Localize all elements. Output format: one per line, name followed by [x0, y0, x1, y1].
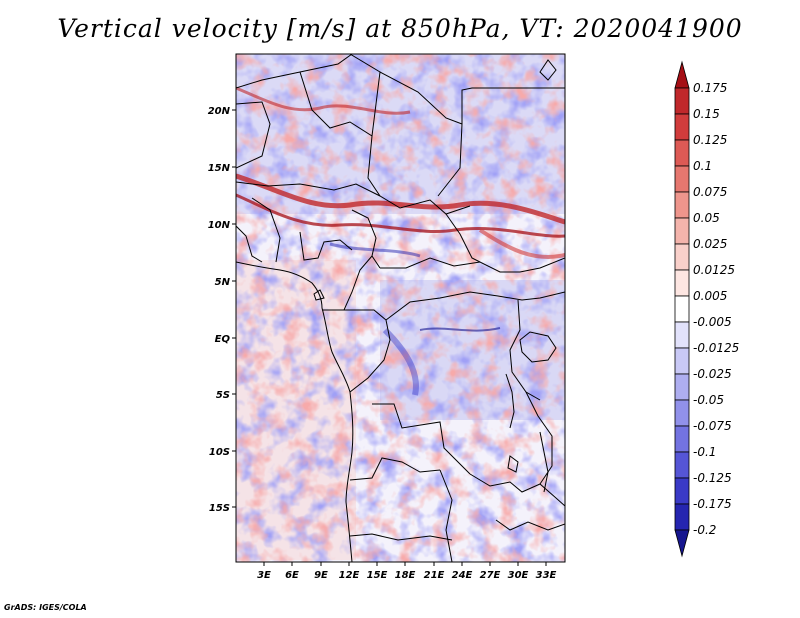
colorbar-swatch: [674, 347, 690, 375]
lat-label-10s: 10S: [209, 447, 230, 458]
colorbar-label: -0.1: [693, 445, 716, 459]
map-title: Vertical velocity [m/s] at 850hPa, VT: 2…: [57, 14, 743, 43]
colorbar-swatch: [674, 399, 690, 427]
colorbar-swatch: [674, 191, 690, 219]
colorbar-label: -0.175: [693, 497, 732, 511]
colorbar-label: 0.025: [693, 237, 727, 251]
lon-label-30e: 30E: [508, 570, 529, 581]
lon-label-24e: 24E: [452, 570, 473, 581]
colorbar: 0.175 0.15 0.125 0.1 0.075 0.05 0.025 0.0125 0.0…: [674, 60, 739, 558]
colorbar-swatch: [674, 477, 690, 505]
lon-label-21e: 21E: [424, 570, 445, 581]
lon-label-3e: 3E: [257, 570, 271, 581]
colorbar-label: -0.025: [693, 367, 732, 381]
colorbar-arrow-top: [674, 60, 690, 89]
colorbar-swatch: [674, 165, 690, 193]
lat-label-20n: 20N: [208, 106, 231, 117]
lat-label-eq: EQ: [215, 334, 231, 345]
colorbar-swatch: [674, 321, 690, 349]
colorbar-swatch: [674, 243, 690, 271]
grads-credit: GrADS: IGES/COLA: [4, 603, 87, 612]
colorbar-label: -0.075: [693, 419, 732, 433]
longitude-axis: 3E 6E 9E 12E 15E 18E 21E 24E 27E 30E 33E: [257, 562, 557, 581]
map-plot-area: [236, 54, 565, 562]
colorbar-label: 0.0125: [693, 263, 735, 277]
colorbar-label: 0.125: [693, 133, 727, 147]
lon-label-15e: 15E: [367, 570, 388, 581]
colorbar-swatch: [674, 139, 690, 167]
lat-label-5n: 5N: [215, 277, 231, 288]
colorbar-swatch: [674, 451, 690, 479]
lat-label-5s: 5S: [216, 390, 230, 401]
colorbar-label: 0.05: [693, 211, 720, 225]
latitude-axis: 20N 15N 10N 5N EQ 5S 10S 15S: [208, 106, 236, 514]
lat-label-15n: 15N: [208, 163, 231, 174]
colorbar-arrow-bottom: [674, 529, 690, 558]
colorbar-swatch: [674, 373, 690, 401]
lon-label-9e: 9E: [314, 570, 328, 581]
colorbar-swatch: [674, 295, 690, 323]
colorbar-label: 0.15: [693, 107, 720, 121]
colorbar-swatch: [674, 425, 690, 453]
lon-label-33e: 33E: [536, 570, 557, 581]
colorbar-label: -0.125: [693, 471, 732, 485]
colorbar-swatch: [674, 113, 690, 141]
colorbar-label: -0.2: [693, 523, 716, 537]
colorbar-swatch: [674, 87, 690, 115]
colorbar-label: -0.0125: [693, 341, 739, 355]
lat-label-10n: 10N: [208, 220, 231, 231]
colorbar-label: -0.005: [693, 315, 732, 329]
colorbar-swatch: [674, 269, 690, 297]
boundaries: [236, 54, 565, 562]
colorbar-swatch: [674, 503, 690, 531]
lon-label-6e: 6E: [285, 570, 299, 581]
map-frame: [235, 53, 566, 563]
lon-label-12e: 12E: [339, 570, 360, 581]
colorbar-label: 0.175: [693, 81, 727, 95]
lon-label-18e: 18E: [395, 570, 416, 581]
colorbar-label: -0.05: [693, 393, 724, 407]
colorbar-label: 0.075: [693, 185, 727, 199]
colorbar-swatch: [674, 217, 690, 245]
lat-label-15s: 15S: [209, 503, 230, 514]
lon-label-27e: 27E: [480, 570, 501, 581]
colorbar-label: 0.1: [693, 159, 712, 173]
colorbar-label: 0.005: [693, 289, 727, 303]
